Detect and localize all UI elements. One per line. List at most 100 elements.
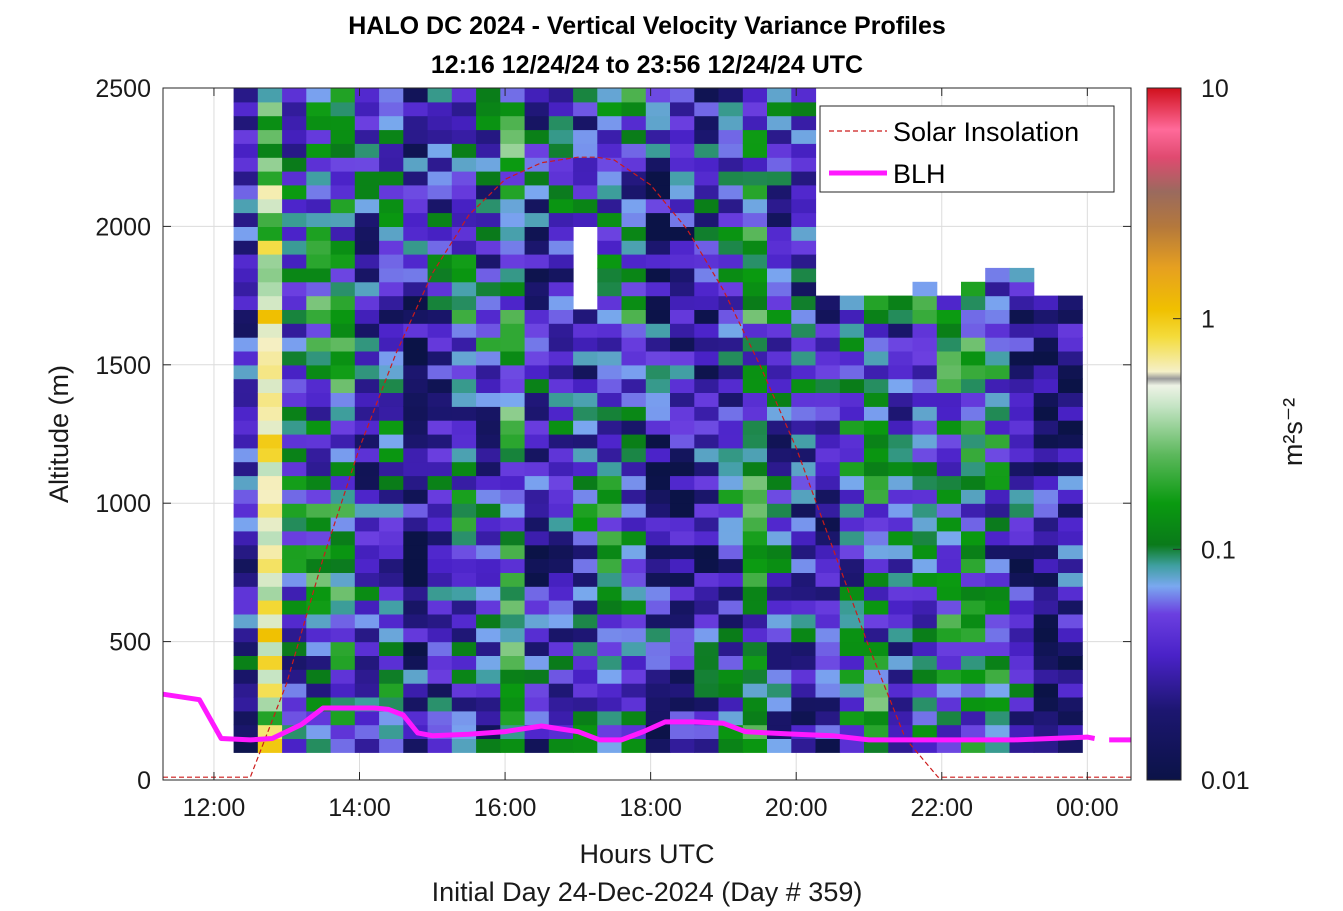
- heatmap-cell: [1009, 392, 1035, 407]
- heatmap-cell: [621, 129, 647, 144]
- heatmap-cell: [912, 697, 938, 712]
- heatmap-cell: [354, 143, 380, 158]
- heatmap-cell: [621, 364, 647, 380]
- heatmap-cell: [330, 406, 356, 421]
- heatmap-cell: [451, 600, 477, 615]
- heatmap-cell: [379, 184, 404, 200]
- heatmap-cell: [476, 212, 501, 227]
- heatmap-cell: [645, 212, 671, 227]
- heatmap-cell: [330, 115, 356, 131]
- heatmap-cell: [670, 267, 695, 283]
- heatmap-cell: [742, 281, 768, 297]
- heatmap-cell: [767, 392, 792, 407]
- heatmap-cell: [233, 337, 259, 352]
- heatmap-cell: [233, 586, 259, 601]
- heatmap-cell: [1033, 392, 1059, 407]
- heatmap-cell: [597, 530, 623, 546]
- heatmap-cell: [864, 669, 889, 684]
- heatmap-cell: [476, 517, 501, 532]
- heatmap-cell: [306, 378, 332, 393]
- heatmap-cell: [354, 392, 380, 407]
- heatmap-cell: [524, 281, 550, 297]
- heatmap-cell: [548, 669, 574, 684]
- heatmap-cell: [645, 683, 671, 698]
- heatmap-cell: [548, 530, 574, 546]
- heatmap-cell: [451, 655, 477, 670]
- heatmap-cell: [961, 641, 986, 656]
- heatmap-cell: [573, 115, 598, 131]
- heatmap-cell: [548, 101, 574, 117]
- heatmap-cell: [427, 129, 453, 144]
- heatmap-cell: [597, 337, 623, 352]
- heatmap-cell: [694, 683, 720, 698]
- heatmap-cell: [524, 240, 550, 255]
- heatmap-cell: [985, 392, 1010, 407]
- heatmap-cell: [912, 586, 938, 601]
- heatmap-cell: [791, 267, 817, 283]
- heatmap-cell: [815, 364, 841, 380]
- heatmap-cell: [233, 240, 259, 255]
- heatmap-cell: [476, 101, 501, 117]
- heatmap-cell: [912, 364, 938, 380]
- heatmap-cell: [742, 627, 768, 643]
- heatmap-cell: [427, 267, 453, 283]
- heatmap-cell: [257, 267, 283, 283]
- heatmap-cell: [257, 88, 283, 103]
- heatmap-cell: [354, 683, 380, 698]
- heatmap-cell: [500, 351, 526, 366]
- x-tick-label-2: 16:00: [474, 794, 537, 822]
- heatmap-cell: [403, 378, 429, 393]
- heatmap-cell: [912, 558, 938, 573]
- heatmap-cell: [451, 475, 477, 490]
- heatmap-cell: [233, 184, 259, 200]
- heatmap-cell: [694, 586, 720, 601]
- heatmap-cell: [451, 572, 477, 587]
- heatmap-cell: [257, 378, 283, 393]
- heatmap-cell: [476, 655, 501, 670]
- heatmap-cell: [330, 420, 356, 435]
- heatmap-cell: [548, 447, 574, 463]
- heatmap-cell: [815, 669, 841, 684]
- heatmap-cell: [500, 600, 526, 615]
- heatmap-cell: [282, 129, 307, 144]
- heatmap-cell: [451, 544, 477, 560]
- heatmap-cell: [524, 475, 550, 490]
- heatmap-cell: [233, 198, 259, 214]
- heatmap-cell: [354, 184, 380, 200]
- heatmap-cell: [451, 392, 477, 407]
- heatmap-cell: [767, 337, 792, 352]
- heatmap-cell: [548, 627, 574, 643]
- heatmap-cell: [403, 281, 429, 297]
- heatmap-cell: [573, 669, 598, 684]
- heatmap-cell: [379, 461, 404, 477]
- heatmap-cell: [233, 669, 259, 684]
- heatmap-cell: [573, 434, 598, 449]
- heatmap-cell: [354, 613, 380, 629]
- heatmap-cell: [742, 295, 768, 310]
- heatmap-cell: [476, 392, 501, 407]
- heatmap-cell: [621, 669, 647, 684]
- heatmap-cell: [985, 669, 1010, 684]
- heatmap-cell: [670, 129, 695, 144]
- heatmap-cell: [912, 434, 938, 449]
- heatmap-cell: [451, 613, 477, 629]
- heatmap-cell: [742, 323, 768, 338]
- heatmap-cell: [500, 295, 526, 310]
- heatmap-cell: [1058, 600, 1083, 615]
- heatmap-cell: [670, 697, 695, 712]
- heatmap-cell: [379, 627, 404, 643]
- heatmap-cell: [621, 683, 647, 698]
- heatmap-cell: [379, 115, 404, 131]
- heatmap-cell: [451, 323, 477, 338]
- heatmap-cell: [645, 655, 671, 670]
- heatmap-cell: [694, 724, 720, 739]
- heatmap-cell: [282, 309, 307, 324]
- heatmap-cell: [718, 295, 744, 310]
- heatmap-cell: [500, 115, 526, 131]
- heatmap-cell: [524, 461, 550, 477]
- heatmap-cell: [573, 323, 598, 338]
- y-tick-label-0: 0: [137, 767, 151, 795]
- heatmap-cell: [379, 226, 404, 241]
- heatmap-cell: [1009, 724, 1035, 739]
- heatmap-cell: [573, 697, 598, 712]
